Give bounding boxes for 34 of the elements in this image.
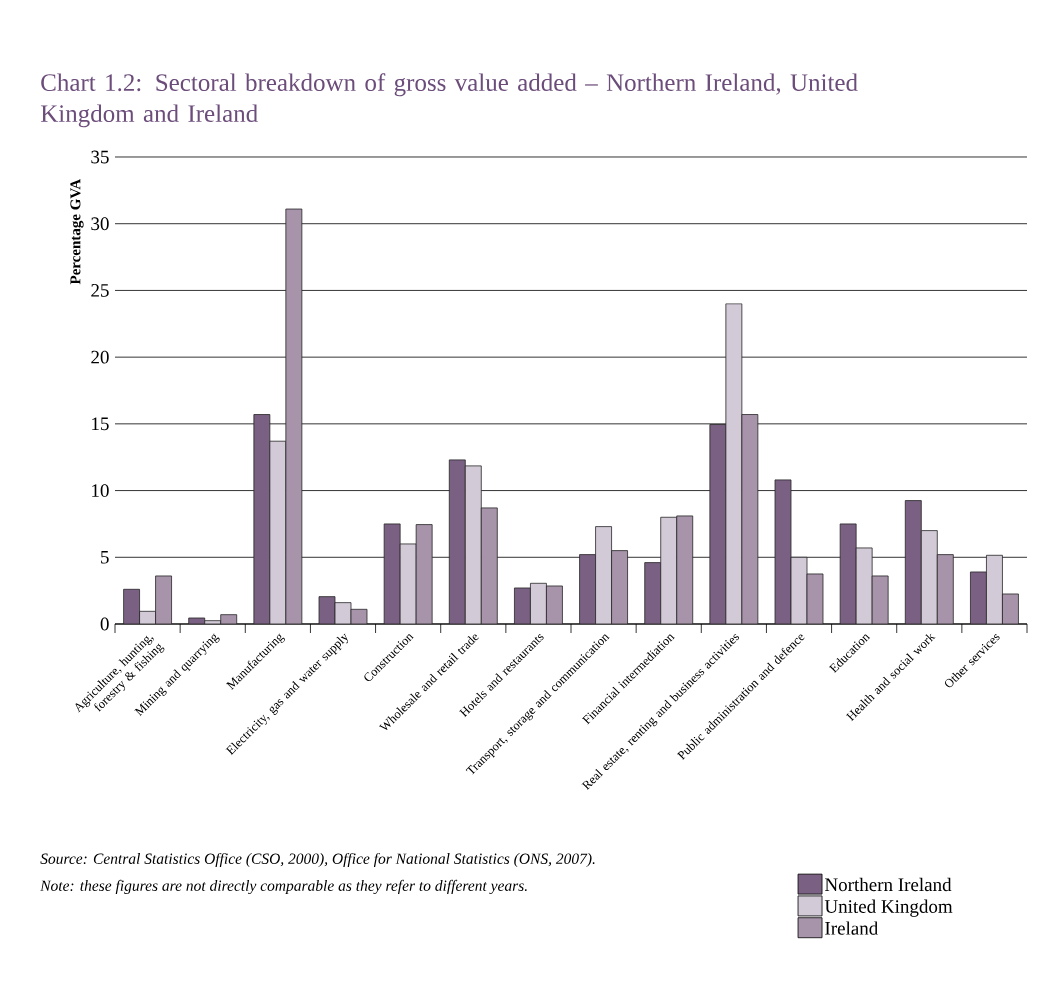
bar <box>970 571 987 624</box>
bar <box>464 465 482 624</box>
bar <box>155 575 172 624</box>
y-tick-label: 35 <box>91 150 109 164</box>
bar <box>530 583 547 624</box>
bar <box>579 554 596 624</box>
bar <box>676 515 694 624</box>
bar <box>480 507 498 624</box>
legend-label: Northern Ireland <box>824 877 952 892</box>
chart-title: Chart 1.2: Sectoral breakdown of gross value added – Northern Ireland, United Kingdom and Ireland <box>40 73 858 128</box>
bar <box>855 547 873 624</box>
source-note: Source: Central Statistics Office (CSO, 2000), Office for National Statistics (ONS, 2007). <box>40 852 595 868</box>
y-tick-label: 25 <box>91 284 109 297</box>
bar <box>871 575 889 624</box>
bar <box>448 459 466 624</box>
bar <box>986 554 1003 624</box>
y-tick-label: 5 <box>101 550 109 564</box>
y-tick-label: 30 <box>91 217 109 231</box>
y-tick-label: 0 <box>100 617 109 631</box>
bar <box>595 526 612 624</box>
y-tick-label: 10 <box>92 484 109 497</box>
legend-label: Ireland <box>825 921 879 935</box>
y-tick-label: 15 <box>92 417 109 431</box>
legend-label: United Kingdom <box>824 899 953 917</box>
y-tick-label: 20 <box>91 350 109 364</box>
bar <box>920 530 938 624</box>
bar <box>611 550 628 624</box>
bar <box>936 554 954 624</box>
text: Note: these figures are not directly comparable as they refer to different years. <box>40 879 527 895</box>
bar <box>839 523 857 624</box>
bar <box>660 516 678 624</box>
bar <box>904 500 922 624</box>
bar <box>644 562 662 624</box>
y-axis-title: Percentage GVA <box>70 178 84 285</box>
